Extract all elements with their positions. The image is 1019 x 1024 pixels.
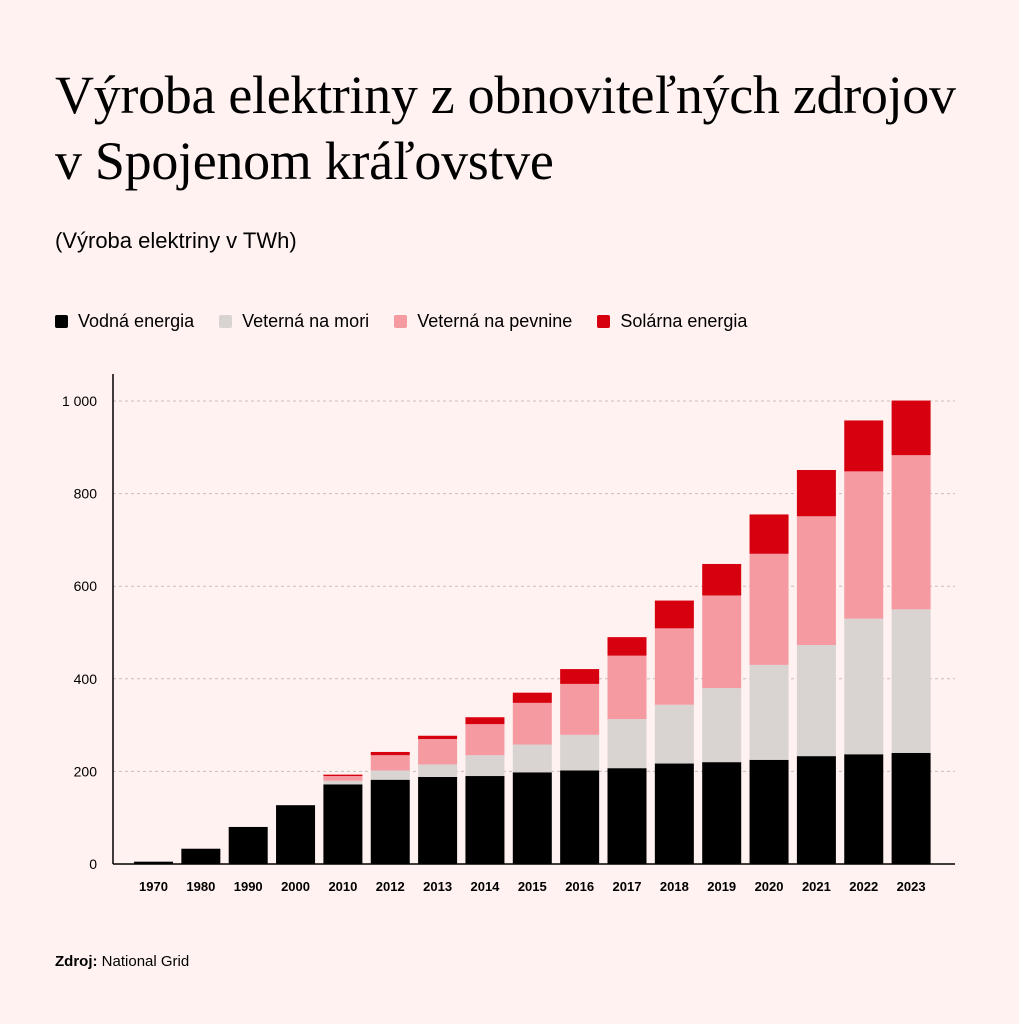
source-label: Zdroj: <box>55 953 98 970</box>
x-tick-label-2018: 2018 <box>660 879 689 894</box>
x-tick-label-2020: 2020 <box>755 879 784 894</box>
legend-item-offshore-wind: Veterná na mori <box>219 311 369 332</box>
x-tick-label-2010: 2010 <box>328 879 357 894</box>
bar-2018-vodna-energia <box>654 763 694 864</box>
bar-2021-veterna-na-mori <box>796 645 836 757</box>
bar-2021-veterna-na-pevnine <box>796 516 836 646</box>
bar-2015-veterna-na-pevnine <box>512 702 552 745</box>
bar-2019-veterna-na-mori <box>702 688 742 763</box>
bar-2019-solarna-energia <box>702 563 742 596</box>
legend-item-solar: Solárna energia <box>597 311 747 332</box>
legend-label-onshore-wind: Veterná na pevnine <box>417 311 573 331</box>
legend-label-offshore-wind: Veterná na mori <box>242 311 370 331</box>
bar-2016-veterna-na-pevnine <box>560 683 600 735</box>
bar-2015-vodna-energia <box>512 772 552 864</box>
bar-2022-solarna-energia <box>844 420 884 472</box>
bar-2022-veterna-na-pevnine <box>844 471 884 619</box>
y-tick-label-0: 0 <box>89 856 97 872</box>
chart-title: Výroba elektriny z obnoviteľných zdrojov… <box>55 65 956 191</box>
x-tick-label-2023: 2023 <box>897 879 926 894</box>
bar-2013-veterna-na-pevnine <box>418 738 458 765</box>
legend-item-onshore-wind: Veterná na pevnine <box>394 311 572 332</box>
x-tick-label-2016: 2016 <box>565 879 594 894</box>
bar-1980-vodna-energia <box>181 848 221 864</box>
bar-2012-vodna-energia <box>370 779 410 864</box>
bar-2012-veterna-na-mori <box>370 770 410 780</box>
x-tick-label-2000: 2000 <box>281 879 310 894</box>
legend-label-solar: Solárna energia <box>620 311 748 331</box>
x-tick-label-2017: 2017 <box>613 879 642 894</box>
bar-2023-solarna-energia <box>891 400 931 456</box>
bar-2017-vodna-energia <box>607 768 647 864</box>
bar-2016-vodna-energia <box>560 770 600 864</box>
bar-2018-veterna-na-mori <box>654 704 694 764</box>
legend-swatch-solar <box>597 315 611 328</box>
legend-label-hydro: Vodná energia <box>78 311 195 331</box>
bar-2015-solarna-energia <box>512 692 552 703</box>
y-tick-label-400: 400 <box>74 671 98 687</box>
bar-2010-solarna-energia <box>323 774 363 777</box>
bar-2013-vodna-energia <box>418 776 458 864</box>
bar-2018-solarna-energia <box>654 600 694 629</box>
bar-2020-vodna-energia <box>749 759 789 864</box>
y-tick-label-1000: 1 000 <box>62 393 97 409</box>
bar-1990-vodna-energia <box>228 826 268 864</box>
bar-2020-veterna-na-mori <box>749 664 789 760</box>
bar-2017-veterna-na-mori <box>607 719 647 769</box>
x-tick-label-2015: 2015 <box>518 879 547 894</box>
bar-2010-veterna-na-mori <box>323 780 363 785</box>
bar-2012-solarna-energia <box>370 751 410 756</box>
legend-swatch-offshore-wind <box>219 315 233 328</box>
x-tick-label-2014: 2014 <box>470 879 500 894</box>
bar-2016-solarna-energia <box>560 669 600 684</box>
bar-2019-veterna-na-pevnine <box>702 595 742 689</box>
legend: Vodná energia Veterná na mori Veterná na… <box>55 311 772 332</box>
bar-2014-veterna-na-mori <box>465 755 505 777</box>
source-note: Zdroj: National Grid <box>55 953 189 970</box>
bar-1970-vodna-energia <box>134 861 173 864</box>
chart-subtitle: (Výroba elektriny v TWh) <box>55 228 297 253</box>
bar-2020-veterna-na-pevnine <box>749 553 789 665</box>
source-text: National Grid <box>101 953 190 970</box>
bar-2014-vodna-energia <box>465 776 505 864</box>
x-tick-label-2019: 2019 <box>707 879 736 894</box>
y-tick-label-600: 600 <box>74 578 98 594</box>
bar-2014-solarna-energia <box>465 717 505 725</box>
bar-2022-vodna-energia <box>844 754 884 864</box>
bar-2010-veterna-na-pevnine <box>323 776 363 781</box>
legend-swatch-onshore-wind <box>394 315 408 328</box>
bar-2010-vodna-energia <box>323 784 363 864</box>
bar-2000-vodna-energia <box>276 805 316 864</box>
x-tick-label-1980: 1980 <box>186 879 215 894</box>
bar-2021-solarna-energia <box>796 469 836 517</box>
x-tick-label-1990: 1990 <box>234 879 263 894</box>
bar-2023-veterna-na-pevnine <box>891 455 931 610</box>
bar-2015-veterna-na-mori <box>512 744 552 773</box>
legend-swatch-hydro <box>55 315 68 328</box>
x-tick-label-2022: 2022 <box>849 879 878 894</box>
bar-2022-veterna-na-mori <box>844 618 884 755</box>
bar-2017-veterna-na-pevnine <box>607 655 647 720</box>
bar-2019-vodna-energia <box>702 762 742 864</box>
bar-2020-solarna-energia <box>749 514 789 554</box>
bar-2023-vodna-energia <box>891 752 931 864</box>
bar-2018-veterna-na-pevnine <box>654 628 694 705</box>
legend-item-hydro: Vodná energia <box>55 311 194 332</box>
bar-2014-veterna-na-pevnine <box>465 724 505 756</box>
bar-2013-solarna-energia <box>418 735 458 739</box>
bar-2021-vodna-energia <box>796 756 836 864</box>
bar-2013-veterna-na-mori <box>418 764 458 777</box>
bar-2023-veterna-na-mori <box>891 609 931 753</box>
bar-2016-veterna-na-mori <box>560 734 600 771</box>
x-tick-label-1970: 1970 <box>139 879 168 894</box>
y-tick-label-800: 800 <box>74 486 98 502</box>
x-tick-label-2021: 2021 <box>802 879 831 894</box>
y-tick-label-200: 200 <box>74 763 98 779</box>
x-tick-label-2012: 2012 <box>376 879 405 894</box>
x-tick-label-2013: 2013 <box>423 879 452 894</box>
bar-2017-solarna-energia <box>607 637 647 656</box>
bar-2012-veterna-na-pevnine <box>370 755 410 771</box>
